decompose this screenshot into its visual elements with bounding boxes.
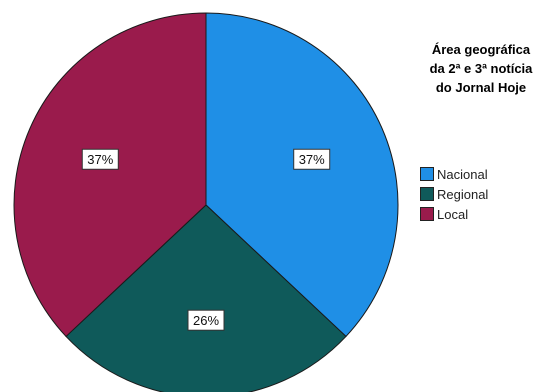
legend-label-local: Local [437,206,469,222]
legend-swatch-local [420,207,434,221]
legend-label-nacional: Nacional [437,166,488,182]
legend-swatch-regional [420,187,434,201]
pie-slice-regional [65,204,347,392]
legend-title: Área geográfica da 2ª e 3ª notícia do Jo… [408,40,554,97]
pie-label-local: 37% [81,148,119,170]
legend-title-line-3: do Jornal Hoje [435,80,527,95]
legend-item-local: Local [420,204,488,224]
legend-title-line-2: da 2ª e 3ª notícia [429,61,533,76]
pie-label-text-local: 37% [87,152,113,167]
pie-label-text-regional: 26% [193,313,219,328]
legend-title-line-1: Área geográfica [431,42,531,57]
pie-slice-local [13,12,207,338]
legend: Nacional Regional Local [420,164,488,224]
legend-swatch-nacional [420,167,434,181]
legend-label-regional: Regional [437,186,489,202]
pie-label-nacional: 37% [293,148,331,170]
legend-item-regional: Regional [420,184,488,204]
pie-label-regional: 26% [187,309,225,331]
legend-item-nacional: Nacional [420,164,488,184]
pie-label-text-nacional: 37% [299,152,325,167]
pie-slice-nacional [205,12,399,338]
